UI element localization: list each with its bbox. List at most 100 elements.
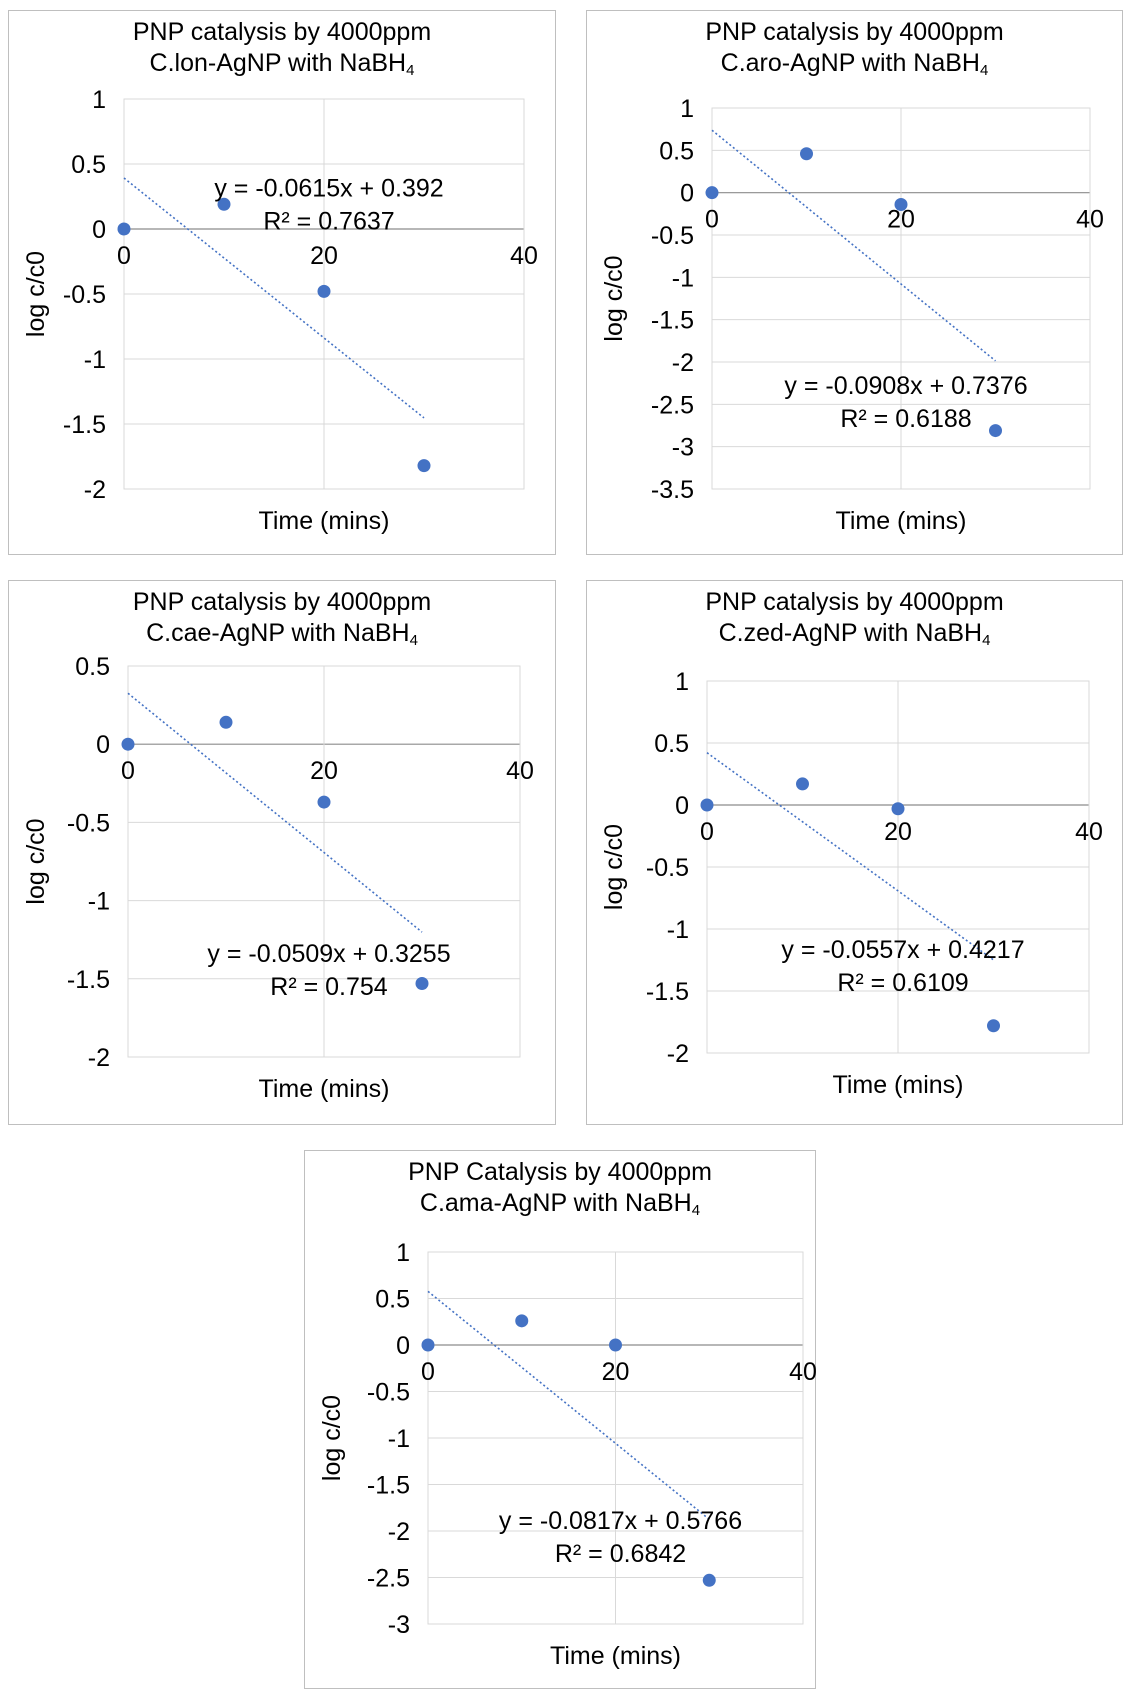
y-tick-label: -1.5 xyxy=(646,978,689,1006)
y-axis-title: log c/c0 xyxy=(600,824,628,910)
y-tick-label: -2 xyxy=(84,476,106,504)
chart-title-subscript: 4 xyxy=(409,632,418,649)
x-tick-label: 0 xyxy=(121,757,135,785)
data-point xyxy=(705,186,719,200)
chart-title-subscript: 4 xyxy=(982,632,991,649)
r-squared-label: R² = 0.7637 xyxy=(263,208,394,236)
y-axis-title: log c/c0 xyxy=(22,818,50,904)
chart-title-line2: C.cae-AgNP with NaBH4 xyxy=(9,618,555,649)
x-tick-label: 20 xyxy=(310,242,338,270)
chart-title-line1: PNP catalysis by 4000ppm xyxy=(132,588,432,616)
data-point xyxy=(415,976,429,990)
x-tick-label: 40 xyxy=(1076,206,1104,234)
data-point xyxy=(989,424,1002,438)
scatter-plot-czed: 1 0.5 0 -0.5 -1 -1.5 -2 0 20 40 y = -0.0557x + 0.4… xyxy=(600,668,1103,1099)
y-tick-label: -2.5 xyxy=(651,391,694,419)
y-tick-label: -0.5 xyxy=(646,854,689,882)
y-tick-label: -0.5 xyxy=(367,1379,410,1407)
chart-panel-caro: PNP catalysis by 4000ppm C.aro-AgNP with… xyxy=(586,10,1123,555)
y-tick-label: -1 xyxy=(667,916,689,944)
scatter-plot-clon: 1 0.5 0 -0.5 -1 -1.5 -2 0 20 40 y = -0.0615x + 0.3… xyxy=(22,86,538,535)
chart-title: PNP Catalysis by 4000ppm C.ama-AgNP with… xyxy=(305,1157,815,1219)
trendline-equation: y = -0.0557x + 0.4217 xyxy=(781,936,1024,964)
chart-title-line2-text: C.aro-AgNP with NaBH xyxy=(720,49,980,77)
chart-title-line2: C.aro-AgNP with NaBH4 xyxy=(587,48,1122,79)
chart-title-line2-text: C.ama-AgNP with NaBH xyxy=(419,1189,692,1217)
x-axis-title: Time (mins) xyxy=(550,1642,681,1670)
y-tick-label: 1 xyxy=(396,1239,410,1267)
y-tick-label: -2 xyxy=(388,1518,410,1546)
chart-title-line2: C.ama-AgNP with NaBH4 xyxy=(305,1188,815,1219)
y-axis-title: log c/c0 xyxy=(22,251,50,337)
scatter-plot-cama: 1 0.5 0 -0.5 -1 -1.5 -2 -2.5 -3 0 20 40 y = -0.0817x… xyxy=(318,1239,817,1670)
y-axis-title: log c/c0 xyxy=(318,1395,346,1481)
y-tick-label: -0.5 xyxy=(651,222,694,250)
x-tick-label: 40 xyxy=(506,757,534,785)
trendline-equation: y = -0.0817x + 0.5766 xyxy=(499,1507,742,1535)
chart-title: PNP catalysis by 4000ppm C.lon-AgNP with… xyxy=(9,17,555,79)
chart-title-line2-text: C.zed-AgNP with NaBH xyxy=(718,619,983,647)
chart-title-line2-text: C.cae-AgNP with NaBH xyxy=(146,619,410,647)
data-point xyxy=(700,798,714,812)
data-point xyxy=(800,147,813,161)
chart-title-subscript: 4 xyxy=(980,62,989,79)
y-tick-label: -1.5 xyxy=(367,1472,410,1500)
data-point xyxy=(117,222,131,236)
r-squared-label: R² = 0.6842 xyxy=(555,1540,686,1568)
chart-title-line1: PNP Catalysis by 4000ppm xyxy=(408,1158,712,1186)
y-axis-title: log c/c0 xyxy=(600,255,628,341)
y-tick-label: 1 xyxy=(92,86,106,114)
chart-title: PNP catalysis by 4000ppm C.zed-AgNP with… xyxy=(587,587,1122,649)
x-tick-label: 0 xyxy=(705,206,719,234)
chart-title-subscript: 4 xyxy=(406,62,415,79)
x-axis-title: Time (mins) xyxy=(258,507,389,535)
x-tick-label: 20 xyxy=(310,757,338,785)
scatter-plot-ccae: 0.5 0 -0.5 -1 -1.5 -2 0 20 40 y = -0.0509x + 0.32… xyxy=(22,653,534,1103)
x-tick-label: 40 xyxy=(789,1358,817,1386)
data-point xyxy=(421,1338,435,1352)
chart-panel-cama: PNP Catalysis by 4000ppm C.ama-AgNP with… xyxy=(304,1150,817,1689)
chart-title-line2: C.lon-AgNP with NaBH4 xyxy=(9,48,555,79)
y-tick-label: -2 xyxy=(667,1040,689,1068)
data-point xyxy=(217,197,231,211)
plot-area-border xyxy=(427,1251,804,1625)
y-tick-label: 0 xyxy=(96,731,110,759)
y-tick-label: -1.5 xyxy=(63,411,106,439)
chart-title-line1: PNP catalysis by 4000ppm xyxy=(132,18,432,46)
r-squared-label: R² = 0.6188 xyxy=(840,405,971,433)
scatter-plot-caro: 10.50-0.5-1-1.5-2-2.5-3-3.50 20 40y = -0.0… xyxy=(600,95,1104,535)
y-tick-label: 0 xyxy=(396,1332,410,1360)
data-point xyxy=(317,284,331,298)
plot-area-border xyxy=(706,680,1090,1054)
data-point xyxy=(609,1338,622,1352)
x-axis-title: Time (mins) xyxy=(832,1071,963,1099)
y-tick-label: -0.5 xyxy=(63,281,106,309)
y-tick-label: -1.5 xyxy=(651,307,694,335)
plot-area-border xyxy=(127,665,521,1058)
chart-title-line1: PNP catalysis by 4000ppm xyxy=(705,18,1004,46)
y-tick-label: 0.5 xyxy=(75,653,110,681)
y-tick-label: -3 xyxy=(672,434,694,462)
y-tick-label: -1 xyxy=(88,888,110,916)
r-squared-label: R² = 0.754 xyxy=(270,973,388,1001)
trendline xyxy=(711,129,997,362)
y-tick-label: 0.5 xyxy=(71,151,106,179)
y-tick-label: 0.5 xyxy=(659,137,694,165)
plot-area-border xyxy=(711,107,1091,490)
x-tick-label: 0 xyxy=(421,1358,435,1386)
y-tick-label: -2 xyxy=(672,349,694,377)
chart-title-subscript: 4 xyxy=(691,1202,701,1219)
y-tick-label: -2 xyxy=(88,1044,110,1072)
x-axis-title: Time (mins) xyxy=(258,1075,389,1103)
trendline-equation: y = -0.0509x + 0.3255 xyxy=(207,940,450,968)
y-tick-label: -1 xyxy=(672,264,694,292)
x-tick-label: 0 xyxy=(117,242,131,270)
x-axis-title: Time (mins) xyxy=(835,507,966,535)
y-tick-label: -2.5 xyxy=(367,1565,410,1593)
trendline-equation: y = -0.0615x + 0.392 xyxy=(214,175,443,203)
y-tick-label: -1 xyxy=(84,346,106,374)
trendline xyxy=(427,1290,710,1520)
x-tick-label: 20 xyxy=(884,818,912,846)
chart-title-line1: PNP catalysis by 4000ppm xyxy=(705,588,1004,616)
y-tick-label: 1 xyxy=(680,95,694,123)
